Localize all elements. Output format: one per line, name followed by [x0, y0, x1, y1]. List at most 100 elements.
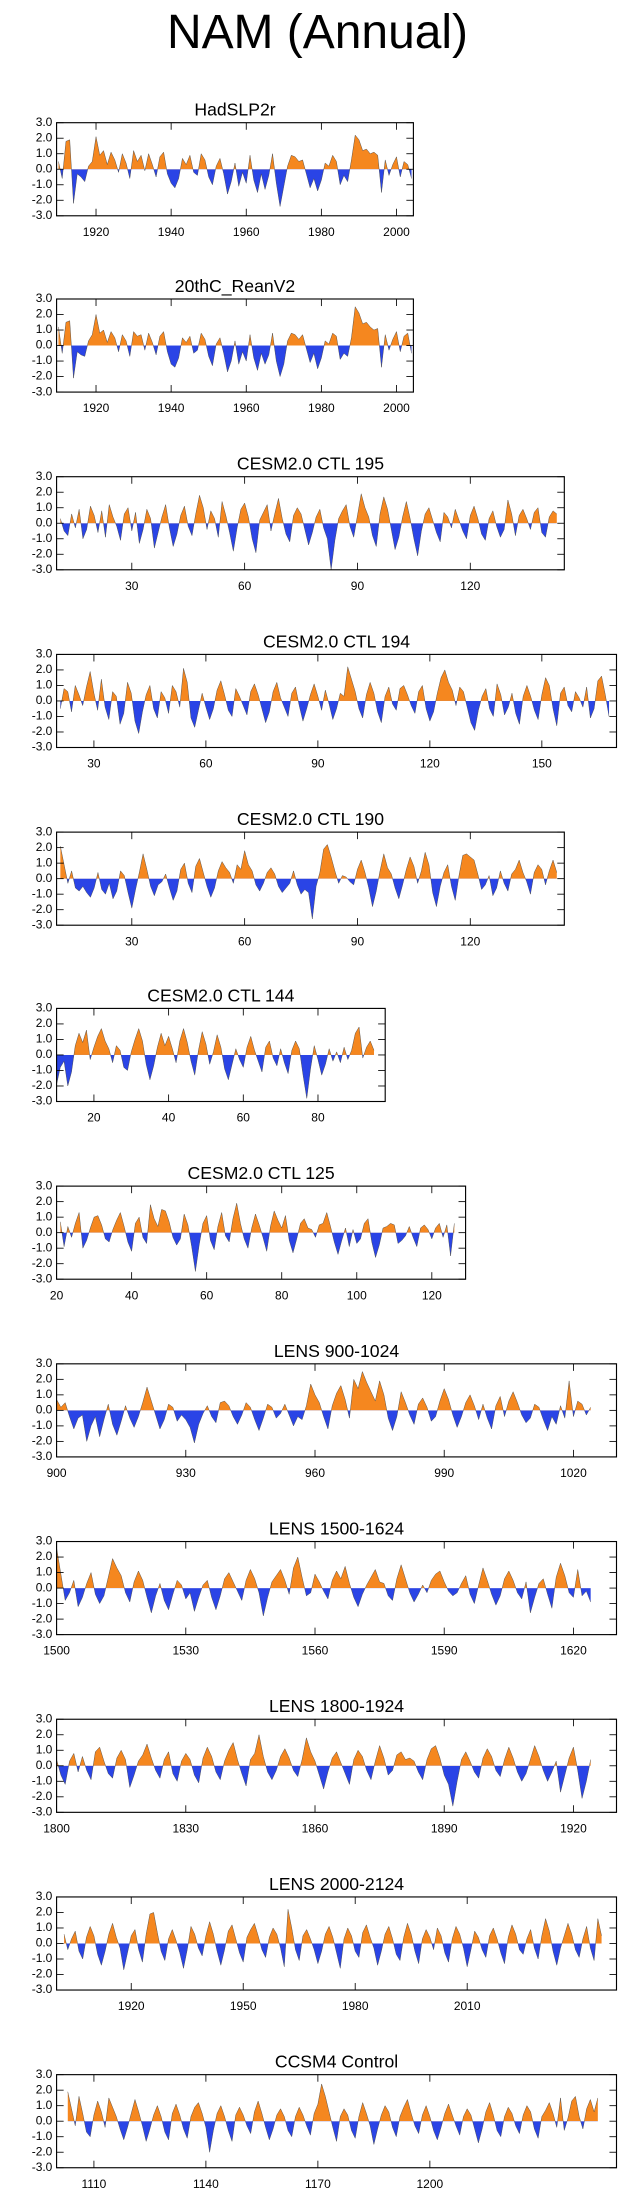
y-tick-label: -3.0	[32, 1449, 53, 1463]
y-tick-label: 2.0	[36, 307, 53, 321]
y-tick-label: 2.0	[36, 1372, 53, 1386]
y-tick-label: 3.0	[36, 115, 53, 129]
x-tick-label: 20	[50, 1288, 64, 1302]
x-tick-label: 990	[434, 1466, 454, 1480]
x-tick-label: 120	[420, 757, 440, 771]
x-tick-label: 960	[305, 1466, 325, 1480]
y-tick-label: 0.0	[36, 871, 53, 885]
y-tick-label: 1.0	[36, 855, 53, 869]
x-tick-label: 1920	[560, 1821, 587, 1835]
y-tick-label: 0.0	[36, 1758, 53, 1772]
x-tick-label: 150	[532, 757, 552, 771]
positive-area	[56, 1547, 591, 1589]
negative-area	[58, 345, 412, 379]
panel-title: CESM2.0 CTL 190	[237, 809, 384, 829]
x-tick-label: 60	[238, 934, 252, 948]
y-tick-label: 0.0	[36, 693, 53, 707]
y-tick-label: -3.0	[32, 208, 53, 222]
panel-title: LENS 900-1024	[274, 1341, 400, 1361]
y-tick-label: -1.0	[32, 177, 53, 191]
x-tick-label: 1920	[118, 1999, 145, 2013]
series-line	[56, 1026, 375, 1099]
y-tick-label: 0.0	[36, 1047, 53, 1061]
positive-area	[56, 1371, 591, 1411]
series-line	[56, 1734, 591, 1807]
y-tick-label: 1.0	[36, 1920, 53, 1934]
x-tick-label: 1960	[233, 225, 260, 239]
y-tick-label: 3.0	[36, 647, 53, 661]
x-tick-label: 1920	[83, 225, 110, 239]
x-tick-label: 30	[125, 934, 139, 948]
y-tick-label: 2.0	[36, 840, 53, 854]
panel-title: LENS 1800-1924	[269, 1696, 404, 1716]
x-tick-label: 1200	[417, 2177, 444, 2191]
series-line	[63, 1909, 602, 1970]
y-tick-label: -1.0	[32, 886, 53, 900]
y-tick-label: 1.0	[36, 2098, 53, 2112]
x-tick-label: 60	[238, 579, 252, 593]
panel-title: 20thC_ReanV2	[175, 276, 295, 297]
negative-area	[56, 1765, 591, 1807]
figure-title: NAM (Annual)	[167, 6, 468, 59]
y-tick-label: -1.0	[32, 1773, 53, 1787]
x-tick-label: 1980	[308, 401, 335, 415]
y-tick-label: -1.0	[32, 2129, 53, 2143]
negative-area	[56, 1054, 374, 1099]
positive-area	[58, 306, 412, 346]
negative-area	[67, 2121, 598, 2153]
y-tick-label: -2.0	[32, 369, 53, 383]
negative-area	[58, 169, 412, 207]
y-tick-label: -3.0	[32, 562, 53, 576]
y-tick-label: -3.0	[32, 2160, 53, 2174]
x-tick-label: 60	[237, 1111, 251, 1125]
x-tick-label: 80	[275, 1288, 289, 1302]
negative-area	[56, 1410, 591, 1443]
x-tick-label: 80	[311, 1111, 325, 1125]
y-tick-label: -2.0	[32, 546, 53, 560]
y-tick-label: -1.0	[32, 1951, 53, 1965]
y-tick-label: 3.0	[36, 1889, 53, 1903]
x-tick-label: 40	[125, 1288, 139, 1302]
negative-area	[60, 1232, 455, 1272]
y-tick-label: -1.0	[32, 531, 53, 545]
panel-title: LENS 1500-1624	[269, 1518, 404, 1538]
x-tick-label: 30	[125, 579, 139, 593]
y-tick-label: -2.0	[32, 1967, 53, 1981]
x-tick-label: 120	[422, 1288, 442, 1302]
y-tick-label: 3.0	[36, 469, 53, 483]
x-tick-label: 1980	[342, 1999, 369, 2013]
y-tick-label: 3.0	[36, 1534, 53, 1548]
y-tick-label: -2.0	[32, 1256, 53, 1270]
panel-title: CESM2.0 CTL 125	[188, 1163, 335, 1183]
y-tick-label: -1.0	[32, 1240, 53, 1254]
y-tick-label: -1.0	[32, 1418, 53, 1432]
x-tick-label: 1590	[431, 1644, 458, 1658]
y-tick-label: -2.0	[32, 2144, 53, 2158]
y-tick-label: 1.0	[36, 1742, 53, 1756]
x-tick-label: 1920	[83, 401, 110, 415]
positive-area	[58, 135, 412, 170]
x-tick-label: 1940	[158, 225, 185, 239]
y-tick-label: 2.0	[36, 1549, 53, 1563]
x-tick-label: 1950	[230, 1999, 257, 2013]
y-tick-label: 0.0	[36, 1403, 53, 1417]
y-tick-label: 3.0	[36, 2067, 53, 2081]
positive-area	[60, 1203, 455, 1233]
positive-area	[67, 2083, 598, 2122]
y-tick-label: -2.0	[32, 902, 53, 916]
x-tick-label: 1170	[305, 2177, 331, 2191]
y-tick-label: 1.0	[36, 322, 53, 336]
panel-title: HadSLP2r	[194, 100, 275, 120]
y-tick-label: 2.0	[36, 662, 53, 676]
x-tick-label: 1110	[81, 2177, 106, 2191]
y-tick-label: 3.0	[36, 1001, 53, 1015]
x-tick-label: 1140	[193, 2177, 219, 2191]
x-tick-label: 120	[460, 579, 480, 593]
y-tick-label: -3.0	[32, 917, 53, 931]
y-tick-label: -3.0	[32, 1094, 53, 1108]
x-tick-label: 90	[311, 757, 325, 771]
x-tick-label: 2010	[454, 1999, 481, 2013]
x-tick-label: 30	[87, 757, 101, 771]
series-line	[60, 844, 557, 920]
series-line	[67, 2083, 599, 2153]
